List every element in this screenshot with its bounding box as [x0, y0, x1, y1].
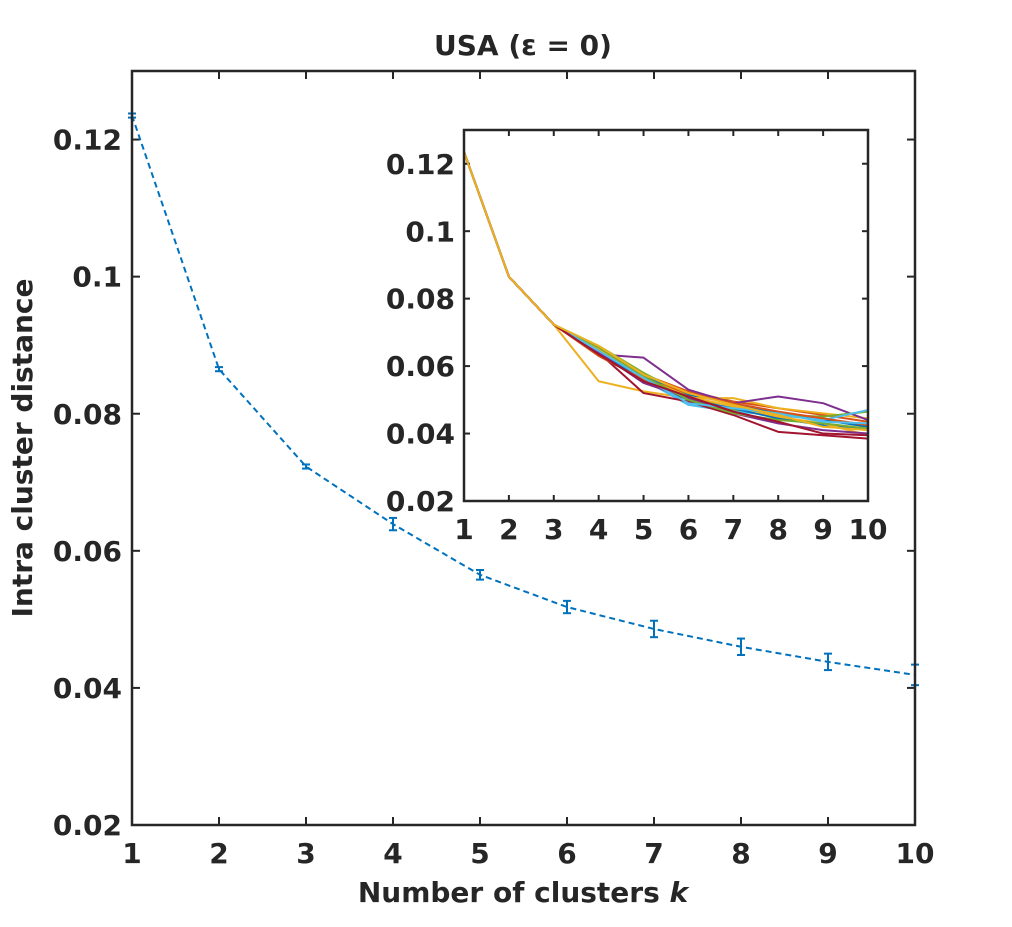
main-ytick-label: 0.06 — [53, 535, 122, 568]
main-xtick-label: 9 — [818, 837, 837, 870]
main-xtick-label: 10 — [896, 837, 935, 870]
chart-title: USA (ε = 0) — [434, 29, 612, 62]
inset-ytick-label: 0.1 — [405, 215, 455, 248]
main-xtick-label: 8 — [731, 837, 750, 870]
inset-xtick-label: 9 — [813, 513, 832, 546]
x-axis-label-variable: k — [670, 876, 691, 909]
y-axis-label: Intra cluster distance — [6, 278, 39, 617]
inset-xtick-label: 5 — [634, 513, 653, 546]
main-error-bar — [563, 599, 571, 615]
inset-ytick-label: 0.08 — [386, 283, 455, 316]
inset-xtick-label: 8 — [768, 513, 787, 546]
main-error-bar — [737, 637, 745, 657]
inset-xtick-label: 4 — [589, 513, 608, 546]
inset-xtick-label: 6 — [679, 513, 698, 546]
main-xtick-label: 3 — [296, 837, 315, 870]
inset-x-tick-labels: 1 2 3 4 5 6 7 8 9 10 — [454, 513, 887, 546]
x-axis-label: Number of clusters k — [358, 876, 691, 909]
main-error-bar — [824, 652, 832, 672]
inset-ytick-label: 0.06 — [386, 350, 455, 383]
inset-background — [464, 130, 868, 501]
main-ytick-label: 0.04 — [53, 672, 122, 705]
main-chart: USA (ε = 0) 1 2 3 4 5 6 7 8 9 10 0.020.040.060.08… — [6, 29, 934, 909]
main-ytick-label: 0.02 — [53, 809, 122, 842]
main-error-bar — [476, 569, 484, 581]
main-x-tick-labels: 1 2 3 4 5 6 7 8 9 10 — [122, 837, 934, 870]
inset-xtick-label: 7 — [724, 513, 743, 546]
main-ytick-label: 0.08 — [53, 398, 122, 431]
x-axis-label-text: Number of clusters — [358, 876, 670, 909]
inset-chart: 1 2 3 4 5 6 7 8 9 10 0.02 0.04 0.06 0.08 0.1 0.12 — [386, 128, 887, 546]
main-axes-frame — [130, 69, 917, 827]
main-error-bar — [650, 619, 658, 639]
main-series-line-1 — [131, 115, 916, 676]
main-xtick-label: 5 — [470, 837, 489, 870]
main-series-layer — [128, 112, 919, 687]
main-y-tick-labels: 0.02 0.04 0.06 0.08 0.1 0.12 — [53, 124, 122, 842]
main-error-bar — [302, 463, 310, 470]
inset-xtick-label: 3 — [544, 513, 563, 546]
inset-xtick-label: 2 — [499, 513, 518, 546]
inset-y-tick-labels: 0.02 0.04 0.06 0.08 0.1 0.12 — [386, 148, 455, 518]
main-ytick-label: 0.12 — [53, 124, 122, 157]
inset-xtick-label: 1 — [454, 513, 473, 546]
inset-xtick-label: 10 — [849, 513, 888, 546]
main-xtick-label: 6 — [557, 837, 576, 870]
main-xtick-label: 2 — [209, 837, 228, 870]
inset-series-layer — [463, 151, 869, 440]
main-error-bar — [389, 516, 397, 532]
inset-axes-frame — [462, 128, 870, 503]
main-ytick-label: 0.1 — [72, 261, 122, 294]
inset-ytick-label: 0.04 — [386, 418, 455, 451]
main-error-bar — [215, 366, 223, 373]
inset-ytick-label: 0.02 — [386, 485, 455, 518]
inset-series-line-15 — [463, 151, 869, 432]
inset-ytick-label: 0.12 — [386, 148, 455, 181]
main-xtick-label: 7 — [644, 837, 663, 870]
main-xtick-label: 4 — [383, 837, 402, 870]
main-xtick-label: 1 — [122, 837, 141, 870]
